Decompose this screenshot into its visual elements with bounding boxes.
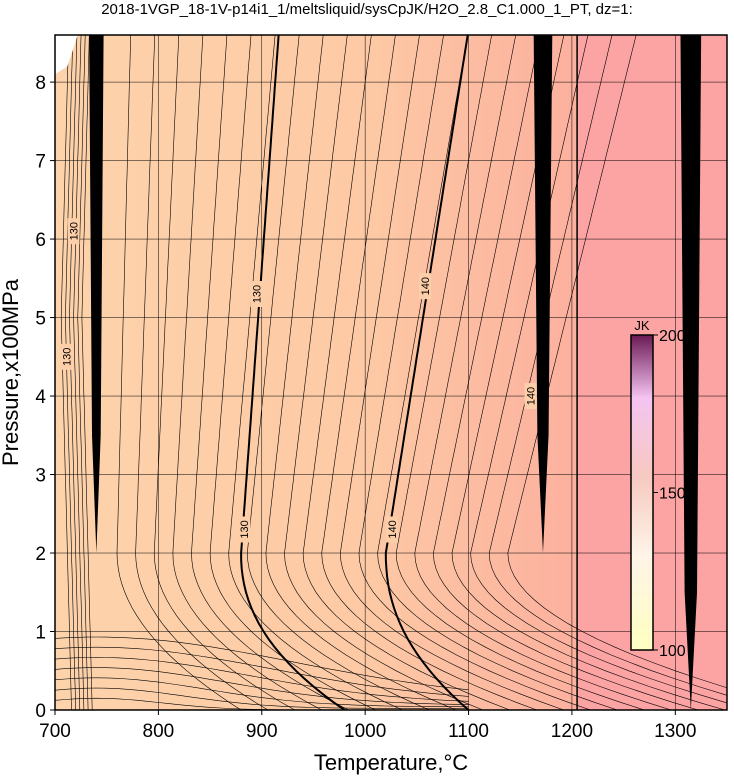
y-tick-label: 3 [35,466,46,487]
contour-label: 130 [252,285,264,303]
contour-line [358,35,591,710]
x-tick-label: 1300 [654,721,696,742]
contour-label-bg [524,383,537,410]
y-tick-label: 5 [35,309,46,330]
colorbar-label: JK [634,318,650,333]
contour-line [284,35,484,710]
x-tick-label: 1200 [551,721,593,742]
contour-label-bg [67,218,80,245]
contour-line [135,35,269,710]
x-tick-label: 700 [39,721,71,742]
y-tick-label: 1 [35,623,46,644]
contour-line [77,35,89,710]
contour-line [302,35,511,710]
contour-line [433,35,699,710]
colorbar-tick-label: 100 [659,643,686,660]
y-axis-label: Pressure,x100MPa [0,278,23,466]
contour-line [339,35,564,710]
contour-line [470,35,727,704]
contour-line [116,35,242,710]
contour-line [228,35,403,710]
contour-line [69,35,81,710]
contour-line [265,35,457,710]
dense-contours [680,35,702,710]
x-axis-label: Temperature,°C [314,750,468,775]
colorbar [630,334,654,651]
blank-region [55,35,78,75]
contour-line [384,35,470,710]
contour-line [488,35,727,696]
contour-line [172,35,322,710]
contour-line [153,35,296,710]
colorbar-tick-label: 200 [659,328,686,345]
x-tick-label: 1100 [448,721,489,742]
contour-label: 140 [420,277,432,295]
contour-label: 140 [387,520,399,538]
contour-line [321,35,537,710]
contour-line [507,35,727,689]
x-tick-label: 800 [143,721,175,742]
contour-line [240,35,346,710]
contour-label-bg [386,516,399,543]
contour-line [64,35,76,710]
contour-line [246,35,430,710]
y-tick-label: 8 [35,73,46,94]
y-tick-label: 4 [35,387,46,408]
contour-line [81,35,93,710]
x-tick-label: 900 [246,721,278,742]
contour-line [73,35,85,710]
x-tick-label: 1000 [344,721,386,742]
contour-label: 130 [61,348,73,366]
contour-label-bg [419,273,432,300]
dense-contours [89,35,104,554]
colorbar-tick-label: 150 [659,486,686,503]
contour-line [395,35,645,710]
contour-line [209,35,376,710]
contour-label-bg [250,281,263,308]
y-tick-label: 7 [35,152,46,173]
contour-line [191,35,349,710]
contour-line [60,35,72,710]
contour-line [377,35,618,710]
contour-label: 140 [526,387,538,405]
y-tick-label: 2 [35,544,46,565]
dense-contours [533,35,553,554]
y-tick-label: 6 [35,230,46,251]
contour-label: 130 [239,520,251,538]
plot-frame [54,34,728,711]
y-tick-label: 0 [35,701,46,722]
chart-title: 2018-1VGP_18-1V-p14i1_1/meltsliquid/sysC… [101,1,633,18]
contour-label: 130 [69,222,81,240]
contour-label-bg [60,343,73,370]
contour-label-bg [238,516,251,543]
contour-line [414,35,672,710]
